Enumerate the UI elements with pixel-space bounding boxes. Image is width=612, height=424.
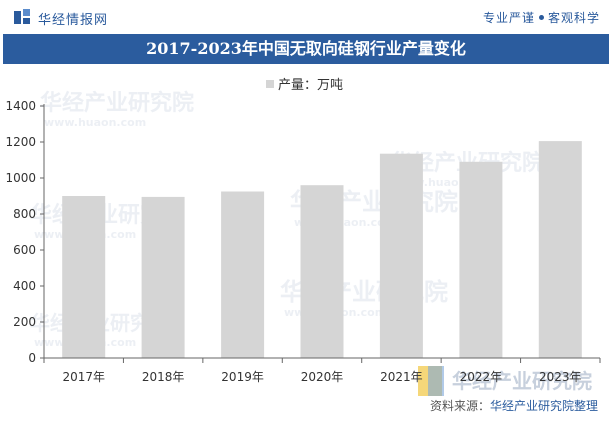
bars-group	[62, 141, 582, 358]
legend-swatch	[266, 80, 274, 88]
title-bar: 2017-2023年中国无取向硅钢行业产量变化	[3, 34, 609, 64]
watermark-brand: 华经产业研究院	[452, 369, 592, 393]
source-value: 华经产业研究院整理	[489, 399, 598, 413]
y-tick-label: 800	[13, 207, 36, 221]
x-tick-label: 2022年	[460, 370, 503, 384]
x-tick-label: 2021年	[380, 370, 423, 384]
watermark-url: www.huaon.com	[44, 116, 146, 129]
x-tick-label: 2020年	[301, 370, 344, 384]
x-axis: 2017年 2018年 2019年 2020年 2021年 2022年 2023年	[43, 357, 601, 384]
y-tick-label: 400	[13, 279, 36, 293]
bar-2018年	[141, 196, 185, 358]
x-tick-label: 2023年	[539, 370, 582, 384]
source-label: 资料来源：	[429, 399, 490, 413]
x-tick-label: 2018年	[142, 370, 185, 384]
y-tick-label: 1200	[5, 135, 36, 149]
y-tick-label: 0	[28, 351, 36, 365]
slogan-b: 客观科学	[547, 11, 600, 25]
legend: 产量：万吨	[266, 74, 344, 93]
legend-label: 产量：万吨	[278, 78, 344, 93]
x-tick-label: 2019年	[221, 370, 264, 384]
y-tick-label: 1000	[5, 171, 36, 185]
watermark-text: 华经产业研究院	[40, 90, 194, 116]
bar-2021年	[379, 153, 423, 358]
bar-2019年	[221, 191, 265, 358]
bar-2023年	[538, 141, 582, 358]
watermark-logo-icon	[428, 366, 444, 396]
footer: 资料来源：华经产业研究院整理	[430, 397, 598, 414]
brand-name[interactable]: 华经情报网	[38, 13, 109, 28]
header: 华经情报网 专业严谨 客观科学	[0, 0, 612, 34]
bar-2022年	[459, 161, 503, 358]
y-axis: 0 200 400 600 800 1000 1200 1400	[5, 99, 45, 365]
bar-2017年	[62, 196, 106, 358]
slogan-separator-icon	[538, 15, 544, 20]
bar-2020年	[300, 185, 344, 358]
x-tick-label: 2017年	[62, 370, 105, 384]
y-tick-label: 600	[13, 243, 36, 257]
chart-title: 2017-2023年中国无取向硅钢行业产量变化	[146, 39, 466, 58]
y-tick-label: 200	[13, 315, 36, 329]
y-tick-label: 1400	[5, 99, 36, 113]
brand-logo-icon	[14, 9, 30, 24]
slogan-a: 专业严谨	[482, 11, 535, 25]
slogan: 专业严谨 客观科学	[483, 9, 600, 26]
